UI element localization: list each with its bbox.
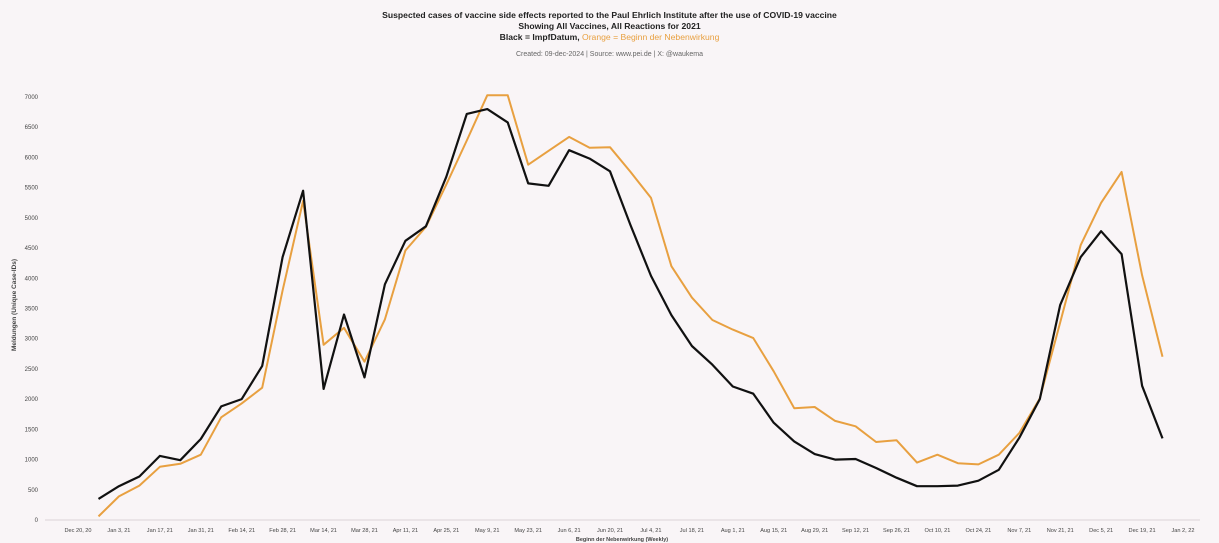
- x-tick-label: Dec 20, 20: [64, 528, 91, 534]
- x-tick-label: Jan 3, 21: [107, 528, 130, 534]
- y-tick-label: 6500: [25, 125, 39, 131]
- x-tick-label: May 9, 21: [475, 528, 500, 534]
- x-tick-label: Nov 7, 21: [1007, 528, 1031, 534]
- legend-black-label: Black = ImpfDatum,: [499, 32, 580, 42]
- y-tick-label: 1500: [25, 427, 39, 433]
- x-tick-label: Apr 11, 21: [393, 528, 418, 534]
- chart-title: Suspected cases of vaccine side effects …: [382, 10, 837, 20]
- x-tick-label: Dec 5, 21: [1089, 528, 1113, 534]
- x-tick-label: Feb 14, 21: [228, 528, 255, 534]
- y-tick-label: 3500: [25, 307, 39, 313]
- x-tick-label: Jan 2, 22: [1171, 528, 1194, 534]
- y-axis-ticks: 0 500 1000 1500 2000 2500 3000 3500 4000 4500 5000…: [25, 95, 39, 524]
- y-tick-label: 2500: [25, 367, 39, 373]
- series-line-impfdatum: [97, 107, 1164, 500]
- y-tick-label: 4000: [25, 276, 39, 282]
- x-tick-label: Oct 24, 21: [965, 528, 991, 534]
- x-tick-label: Aug 15, 21: [760, 528, 787, 534]
- y-axis-label: Meldungen (Unique Case-IDs): [11, 259, 18, 351]
- y-tick-label: 4500: [25, 246, 39, 252]
- y-tick-label: 5500: [25, 186, 39, 192]
- x-tick-label: Jun 20, 21: [597, 528, 623, 534]
- chart-legend-line: Black = ImpfDatum, Orange = Beginn der N…: [0, 32, 1219, 43]
- y-tick-label: 0: [35, 518, 39, 524]
- y-tick-label: 2000: [25, 397, 39, 403]
- x-tick-label: May 23, 21: [514, 528, 542, 534]
- x-tick-label: Apr 25, 21: [433, 528, 459, 534]
- x-tick-label: Jul 4, 21: [640, 528, 661, 534]
- y-tick-label: 500: [28, 488, 39, 494]
- y-tick-label: 1000: [25, 458, 39, 464]
- x-axis-label: Beginn der Nebenwirkung (Weekly): [576, 537, 668, 543]
- x-tick-label: Feb 28, 21: [269, 528, 296, 534]
- y-tick-label: 5000: [25, 216, 39, 222]
- x-tick-label: Mar 14, 21: [310, 528, 337, 534]
- x-tick-label: Jan 17, 21: [147, 528, 173, 534]
- x-tick-label: Aug 29, 21: [801, 528, 828, 534]
- x-tick-label: Jun 6, 21: [558, 528, 581, 534]
- chart-subtitle: Showing All Vaccines, All Reactions for …: [518, 21, 701, 31]
- x-tick-label: Aug 1, 21: [721, 528, 745, 534]
- x-tick-label: Dec 19, 21: [1129, 528, 1156, 534]
- x-axis-ticks: Dec 20, 20 Jan 3, 21 Jan 17, 21 Jan 31, 21 F…: [64, 528, 1194, 534]
- x-tick-label: Nov 21, 21: [1047, 528, 1074, 534]
- x-tick-label: Oct 10, 21: [925, 528, 951, 534]
- chart-titles: Suspected cases of vaccine side effects …: [0, 10, 1219, 58]
- chart-caption: Created: 09-dec-2024 | Source: www.pei.d…: [515, 51, 703, 58]
- legend-orange-label: Orange = Beginn der Nebenwirkung: [582, 32, 720, 42]
- y-tick-label: 6000: [25, 155, 39, 161]
- y-tick-label: 3000: [25, 337, 39, 343]
- series-lines: [97, 94, 1164, 518]
- x-tick-label: Sep 26, 21: [883, 528, 910, 534]
- y-tick-label: 7000: [25, 95, 39, 101]
- series-line-beginn-nebenwirkung: [97, 94, 1164, 518]
- x-tick-label: Jan 31, 21: [188, 528, 214, 534]
- x-tick-label: Jul 18, 21: [680, 528, 704, 534]
- x-tick-label: Mar 28, 21: [351, 528, 378, 534]
- x-tick-label: Sep 12, 21: [842, 528, 869, 534]
